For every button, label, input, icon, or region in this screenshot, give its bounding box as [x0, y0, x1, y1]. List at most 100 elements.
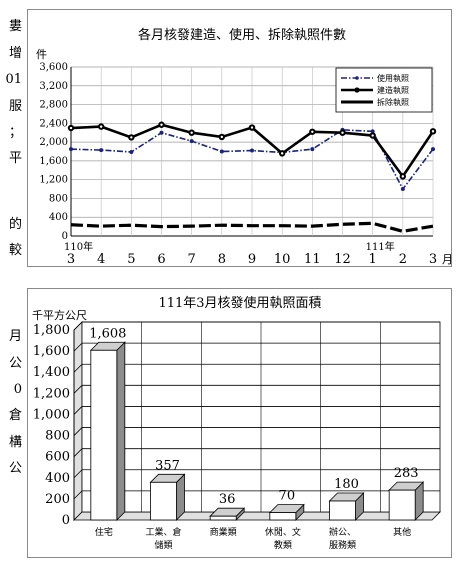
side-text-line: 服	[8, 99, 22, 114]
line-chart-ytick-label: 400	[49, 212, 68, 223]
bar-chart: 111年3月核發使用執照面積 千平方公尺 0 200 400 600 800 1,000 1…	[32, 295, 441, 551]
side-text-line: 婁	[8, 19, 22, 34]
bar	[209, 515, 237, 521]
line-chart-panel: 各月核發建造、使用、拆除執照件數 件 月 0 400 800 1,200 1,600 2,…	[27, 9, 453, 267]
line-chart-ytick-label: 2,800	[39, 100, 68, 111]
side-text-line: 較	[8, 243, 22, 258]
line-chart-year-label: 110年	[64, 240, 93, 253]
line-series-2-point-center	[311, 130, 314, 133]
bar-chart-ytick-label: 800	[45, 429, 70, 444]
line-series-1-point	[219, 149, 224, 154]
line-series-2-point-center	[220, 135, 224, 139]
side-text-line: 公	[8, 461, 22, 476]
bar-value-label: 70	[279, 489, 296, 504]
bar	[150, 481, 177, 521]
line-chart-legend-label: 使用執照	[377, 73, 409, 83]
bar-value-label: 36	[219, 492, 236, 507]
bar-category-label: 服務類	[329, 539, 356, 551]
bar-chart-ytick-label: 1,800	[33, 323, 70, 338]
line-series-1-point	[370, 129, 375, 134]
bar-category-label: 儲類	[154, 539, 172, 551]
side-text-line: 增	[8, 46, 22, 61]
bar-value-label: 283	[394, 466, 419, 481]
line-chart-ytick-label: 0	[62, 231, 68, 242]
line-series-1-point	[159, 130, 164, 135]
bar-chart-ytick-label: 1,000	[33, 407, 70, 422]
line-chart-ylabel: 件	[36, 48, 47, 61]
bar-chart-floor	[73, 511, 441, 521]
line-chart-ytick-label: 800	[49, 193, 68, 204]
bar-chart-ytick-label: 0	[62, 513, 70, 528]
line-chart-xtick-label: 2	[399, 252, 407, 266]
line-chart-xtick-label: 5	[127, 252, 135, 266]
line-chart-ytick-label: 2,000	[39, 137, 68, 148]
line-chart-xtick-label: 12	[334, 252, 351, 266]
line-chart-xtick-label: 11	[304, 252, 321, 266]
line-chart-xlabel: 月	[442, 253, 451, 266]
line-series-2-point-center	[190, 131, 193, 134]
line-chart-xtick-label: 10	[274, 252, 291, 266]
side-text-line: 月	[8, 329, 22, 344]
line-series-1-point	[189, 139, 194, 144]
line-chart-xtick-label: 3	[67, 252, 75, 266]
side-text-line: ；	[8, 125, 22, 140]
line-series-2-point-center	[401, 175, 405, 178]
line-series-3	[70, 221, 434, 233]
line-series-1-point	[431, 147, 435, 152]
line-chart-legend-marker	[354, 87, 360, 93]
line-chart-year-label: 111年	[366, 240, 395, 253]
line-chart-xtick-label: 9	[248, 252, 256, 266]
bar-chart-panel: 111年3月核發使用執照面積 千平方公尺 0 200 400 600 800 1,000 1…	[27, 288, 452, 558]
bar-chart-title: 111年3月核發使用執照面積	[158, 295, 321, 311]
bar-chart-ytick-label: 1,600	[33, 344, 70, 359]
side-text-line: 倉	[8, 408, 22, 423]
bar-chart-ytick-label: 1,400	[33, 365, 70, 380]
side-text-line: 01	[5, 72, 22, 87]
line-series-1-point	[99, 148, 104, 153]
bar-category-label: 其他	[393, 526, 411, 538]
line-chart-xtick-label: 8	[218, 252, 226, 266]
line-chart-ytick-label: 3,600	[39, 62, 68, 73]
side-text-line: 平	[8, 151, 22, 166]
bar-chart-side-wall	[73, 321, 83, 521]
side-text-fragments: 婁 增 01 服 ； 平 的 較 月 公 0 倉 構 公	[0, 0, 24, 563]
line-chart-xtick-label: 3	[429, 252, 437, 266]
bar-chart-ytick-label: 200	[45, 492, 70, 507]
side-text-line: 構	[8, 435, 22, 450]
line-chart-ytick-label: 2,400	[39, 118, 68, 129]
bar-category-label: 辦公、	[329, 526, 356, 538]
bar-category-label: 教類	[274, 539, 292, 551]
side-text-line: 公	[8, 356, 22, 371]
line-chart-ytick-label: 1,200	[39, 175, 68, 186]
line-series-2-point-center	[250, 126, 254, 129]
line-chart-ytick-label: 3,200	[39, 81, 68, 92]
bar	[269, 512, 297, 521]
bar-category-label: 休閒、文	[265, 526, 301, 538]
bar-value-label: 357	[155, 458, 180, 473]
bar-value-label: 180	[334, 477, 359, 492]
bar	[90, 349, 118, 521]
line-chart-xtick-label: 1	[369, 252, 377, 266]
bar-chart-ylabel: 千平方公尺	[32, 308, 87, 322]
bar-side	[116, 341, 126, 521]
bar-category-label: 工業、倉	[145, 526, 181, 538]
line-chart-xtick-label: 7	[188, 252, 196, 266]
line-series-2-point-center	[99, 125, 103, 128]
bar	[329, 500, 356, 521]
bar-value-label: 1,608	[89, 326, 126, 341]
line-chart-ytick-label: 1,600	[39, 156, 68, 167]
line-series-2-point-center	[69, 126, 73, 130]
line-series-1-point	[250, 148, 254, 153]
line-series-2-point-center	[280, 152, 284, 155]
line-series-2-point-center	[341, 131, 344, 134]
bar-chart-ytick-label: 1,200	[33, 386, 70, 401]
line-series-2-point-center	[431, 130, 435, 133]
bar-category-label: 住宅	[95, 526, 113, 538]
line-series-1-point	[129, 149, 134, 154]
line-chart-title: 各月核發建造、使用、拆除執照件數	[138, 27, 346, 43]
line-series-2-point-center	[160, 123, 163, 126]
bar-chart-ytick-label: 400	[45, 471, 70, 486]
line-chart-xtick-label: 6	[157, 252, 165, 266]
bar	[388, 489, 416, 521]
line-series-1-point	[310, 147, 315, 152]
